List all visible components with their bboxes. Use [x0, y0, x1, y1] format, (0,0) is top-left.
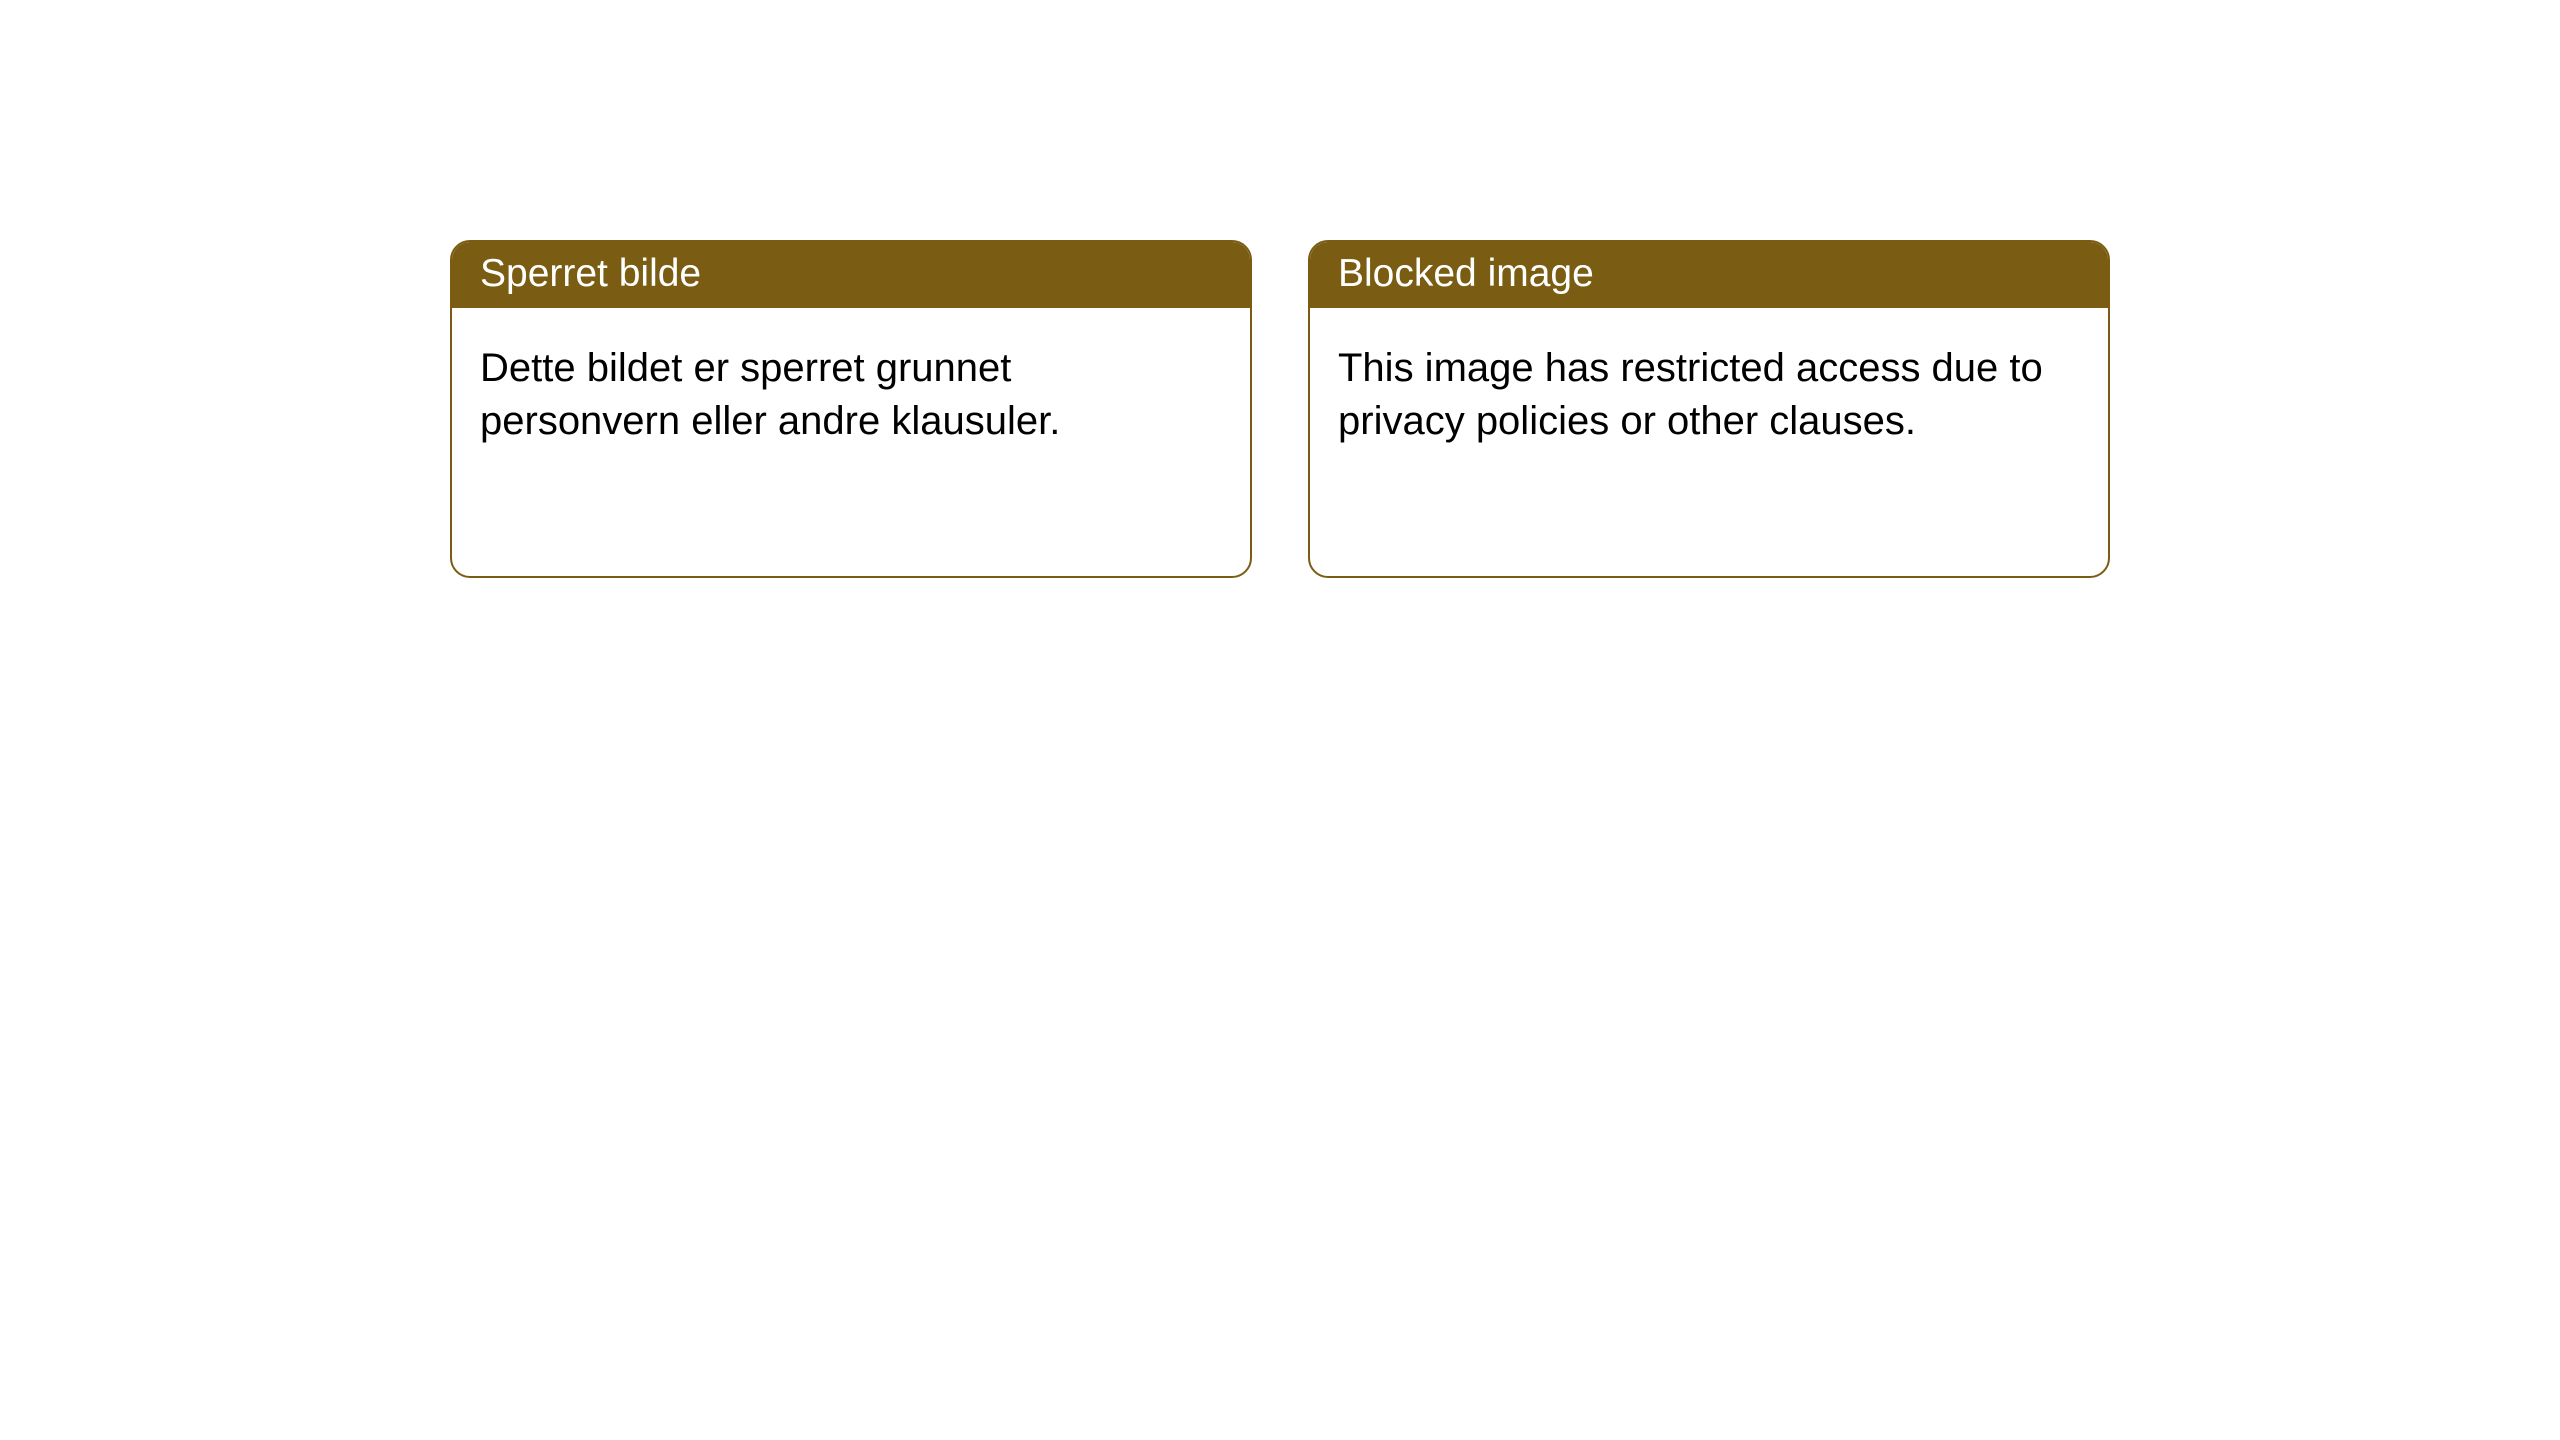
notice-header: Blocked image [1310, 242, 2108, 308]
notice-card-english: Blocked image This image has restricted … [1308, 240, 2110, 578]
notice-body-text: Dette bildet er sperret grunnet personve… [480, 346, 1060, 443]
notice-body: Dette bildet er sperret grunnet personve… [452, 308, 1250, 576]
notice-title: Blocked image [1338, 252, 1594, 295]
notice-title: Sperret bilde [480, 252, 701, 295]
notice-body: This image has restricted access due to … [1310, 308, 2108, 576]
notice-body-text: This image has restricted access due to … [1338, 346, 2043, 443]
notice-card-norwegian: Sperret bilde Dette bildet er sperret gr… [450, 240, 1252, 578]
notice-container: Sperret bilde Dette bildet er sperret gr… [0, 0, 2560, 578]
notice-header: Sperret bilde [452, 242, 1250, 308]
